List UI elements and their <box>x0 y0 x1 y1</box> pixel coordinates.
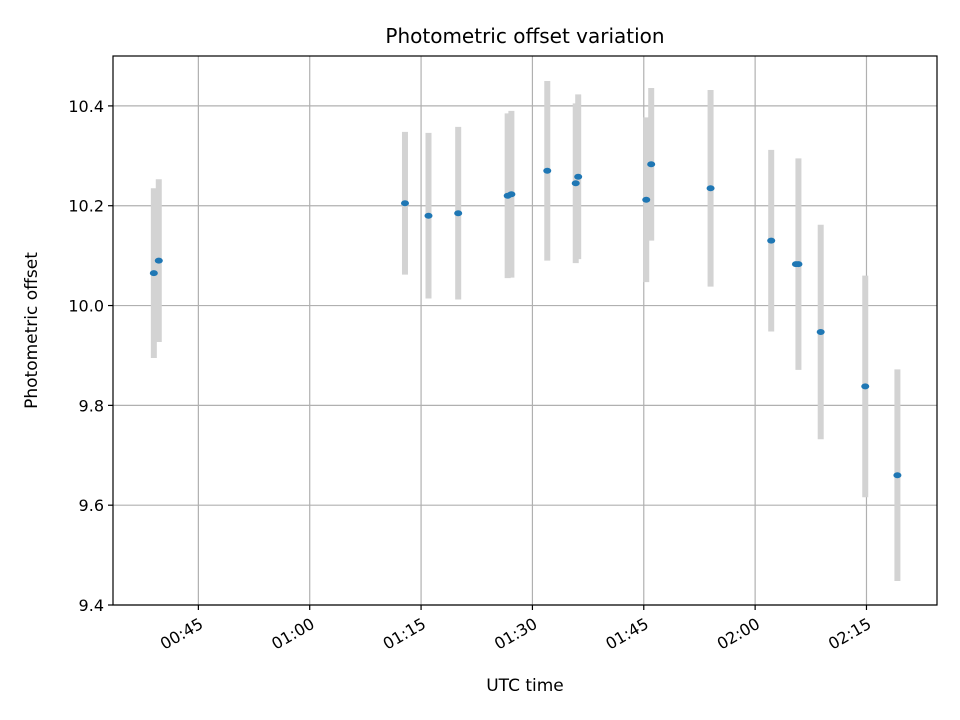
y-axis: 9.4 9.6 9.8 10.0 10.2 10.4 <box>68 97 113 615</box>
x-tick-label: 02:00 <box>714 614 763 654</box>
y-tick-label: 10.4 <box>68 97 104 116</box>
data-point <box>571 180 580 187</box>
plot-frame <box>112 55 938 606</box>
data-point <box>507 191 516 198</box>
data-point <box>149 270 158 277</box>
x-tick-label: 00:45 <box>157 614 206 654</box>
x-tick-label: 01:00 <box>268 614 317 654</box>
data-point <box>791 261 800 268</box>
data-point <box>893 472 902 479</box>
x-axis-title: UTC time <box>486 676 564 696</box>
x-axis: 00:45 01:00 01:15 01:30 01:45 02:00 02:15 <box>157 605 874 654</box>
y-tick-label: 9.8 <box>79 396 104 415</box>
chart-title: Photometric offset variation <box>385 24 664 48</box>
data-point <box>647 161 656 168</box>
y-tick-label: 9.4 <box>79 596 104 615</box>
y-axis-title: Photometric offset <box>22 252 42 409</box>
data-point <box>767 237 776 244</box>
data-point <box>642 196 651 203</box>
data-point <box>424 212 433 219</box>
data-point <box>861 383 870 390</box>
data-point <box>454 210 463 217</box>
error-bars <box>150 80 901 582</box>
x-tick-label: 01:15 <box>380 614 429 654</box>
x-tick-label: 01:45 <box>602 614 651 654</box>
x-tick-label: 01:30 <box>491 614 540 654</box>
data-points <box>149 161 902 479</box>
data-point <box>574 173 583 180</box>
data-point <box>816 328 825 335</box>
y-tick-label: 10.2 <box>68 197 104 216</box>
data-point <box>543 167 552 174</box>
y-tick-label: 9.6 <box>79 496 104 515</box>
data-point <box>706 185 715 192</box>
data-point <box>400 200 409 207</box>
y-tick-label: 10.0 <box>68 297 104 316</box>
data-point <box>154 257 163 264</box>
x-tick-label: 02:15 <box>825 614 874 654</box>
grid <box>113 56 937 606</box>
